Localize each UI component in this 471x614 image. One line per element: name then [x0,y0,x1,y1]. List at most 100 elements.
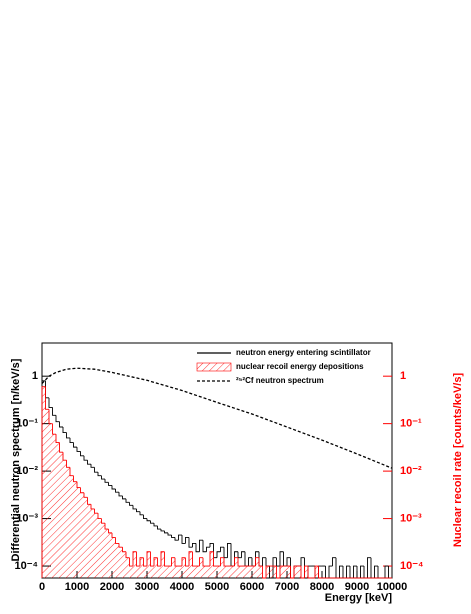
hatched-bin [283,566,287,578]
histogram-step [129,502,133,506]
histogram-step [237,551,242,559]
x-tick-label: 5000 [205,581,229,593]
histogram-step [199,539,203,552]
y2-tick-label: 10⁻² [400,465,422,477]
histogram-step [164,530,168,534]
histogram-step [346,565,350,578]
y2-axis-label: Nuclear recoil rate [counts/keV/s] [452,373,464,548]
histogram-step [55,415,60,423]
histogram-step [129,557,133,567]
x-tick-label: 8000 [310,581,334,593]
histogram-step [143,557,147,567]
histogram-step [136,508,140,513]
y2-tick-label: 1 [400,370,406,382]
hatched-bin [105,529,109,578]
histogram-step [325,566,329,579]
hatched-bin [171,557,175,578]
histogram-step [213,551,217,567]
histogram-step [125,551,130,559]
hatched-bin [80,492,84,578]
histogram-step [66,460,70,468]
histogram-step [300,557,305,567]
x-tick-label: 4000 [170,581,194,593]
hatched-bin [203,566,207,578]
histogram-step [157,525,161,530]
histogram-step [209,551,214,567]
hatched-bin [63,460,67,578]
hatched-bin [126,557,130,578]
histogram-step [318,566,322,579]
hatched-bin [234,557,238,578]
histogram-step [41,386,46,578]
histogram-step [132,551,137,567]
histogram-step [69,467,74,477]
hatched-bin [129,566,133,578]
hatched-bin [287,566,291,578]
hatched-bin [91,508,95,578]
hatched-bin [213,566,217,578]
histogram-step [76,447,81,452]
histogram-step [150,551,154,567]
histogram-step [139,557,144,567]
histogram-step [87,460,91,465]
x-tick-label: 7000 [275,581,299,593]
histogram-step [48,409,53,425]
histogram-step [97,472,102,477]
hatched-bin [94,513,98,578]
histogram-step [185,537,189,544]
histogram-step [377,566,382,579]
histogram-step [171,557,175,567]
histogram-step [384,565,389,578]
histogram-step [262,566,266,579]
hatched-bin [178,566,182,578]
histogram-step [80,451,84,457]
histogram-step [150,520,154,524]
histogram-step [265,565,270,578]
x-tick-label: 6000 [240,581,264,593]
histogram-step [192,542,196,548]
legend-swatch [196,362,232,372]
hatched-bin [273,566,277,578]
hatched-bin [217,566,221,578]
histogram-step [181,557,186,567]
histogram-step [286,557,291,567]
legend-label: ²⁵²Cf neutron spectrum [236,376,324,385]
y-tick-label: 10⁻¹ [16,418,38,430]
histogram-step [283,551,287,567]
histogram-step [111,532,116,538]
histogram-step [307,565,312,578]
histogram-step [80,487,84,494]
histogram-step [290,557,294,579]
hatched-bin [101,523,105,578]
hatched-bin [108,532,112,578]
histogram-step [262,557,266,567]
histogram-step [202,540,207,553]
histogram-step [167,532,172,536]
hatched-bin [133,551,137,578]
x-tick-label: 3000 [135,581,159,593]
histogram-step [202,557,207,567]
histogram-step [132,505,137,510]
hatched-bin [280,566,284,578]
histogram-step [115,537,119,544]
histogram-step [318,565,322,578]
hatched-bin [196,566,200,578]
histogram-step [101,518,105,524]
x-tick-label: 9000 [345,581,369,593]
histogram-step [314,565,319,578]
hatched-bin [157,566,161,578]
histogram-step [374,565,378,578]
hatched-bin [210,551,214,578]
hatched-bin [112,537,116,578]
histogram-step [94,467,98,473]
histogram-step [52,407,56,416]
histogram-step [153,523,158,527]
histogram-step [185,557,189,567]
hatched-bin [119,547,123,578]
histogram-step [62,426,67,433]
hatched-bin [182,557,186,578]
hatched-bin [87,504,91,578]
hatched-bin [192,566,196,578]
histogram-step [258,557,263,567]
